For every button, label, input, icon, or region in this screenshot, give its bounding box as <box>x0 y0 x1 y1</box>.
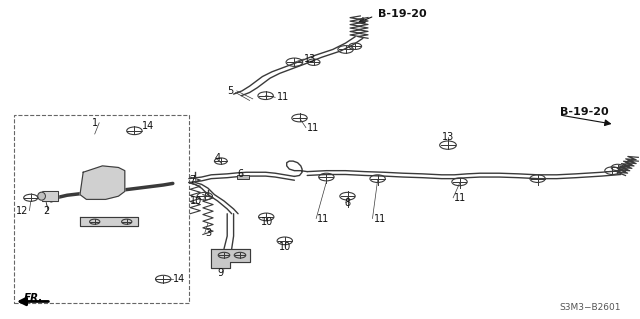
Text: B-19-20: B-19-20 <box>378 9 426 19</box>
Text: 14: 14 <box>142 121 154 131</box>
Bar <box>14 115 189 303</box>
Text: 2: 2 <box>43 205 49 216</box>
Text: 4: 4 <box>214 153 221 163</box>
Text: 10: 10 <box>190 196 202 206</box>
Text: 8: 8 <box>344 197 351 208</box>
Text: 1: 1 <box>92 118 98 128</box>
Text: 10: 10 <box>278 242 291 252</box>
Text: B-19-20: B-19-20 <box>560 107 609 117</box>
Text: 10: 10 <box>261 217 274 227</box>
Text: 14: 14 <box>173 274 185 284</box>
Text: 5: 5 <box>227 86 234 96</box>
Text: 13: 13 <box>442 132 454 142</box>
Text: 13: 13 <box>304 54 316 64</box>
Bar <box>237 175 249 179</box>
Text: 12: 12 <box>17 205 29 216</box>
Text: 6: 6 <box>237 169 243 179</box>
Polygon shape <box>211 249 250 268</box>
Text: 11: 11 <box>454 193 467 203</box>
Text: 11: 11 <box>317 213 330 224</box>
Polygon shape <box>80 217 138 226</box>
Text: 11: 11 <box>307 122 319 133</box>
Text: 11: 11 <box>276 92 289 102</box>
Ellipse shape <box>38 192 45 200</box>
Text: 3: 3 <box>205 228 211 238</box>
Text: 9: 9 <box>217 268 223 278</box>
Text: S3M3−B2601: S3M3−B2601 <box>559 303 621 312</box>
Polygon shape <box>42 191 58 201</box>
Text: 11: 11 <box>374 213 386 224</box>
Text: 7: 7 <box>189 175 195 185</box>
Text: FR.: FR. <box>24 293 43 303</box>
Polygon shape <box>80 166 125 199</box>
